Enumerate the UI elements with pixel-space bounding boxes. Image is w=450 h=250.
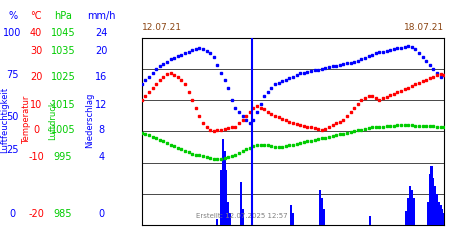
Text: Temperatur: Temperatur: [22, 96, 31, 144]
Text: 0: 0: [98, 209, 104, 219]
Text: 12.07.21: 12.07.21: [142, 23, 182, 32]
Bar: [240, 182, 242, 225]
Bar: [220, 170, 222, 225]
Text: 20: 20: [95, 46, 108, 56]
Text: %: %: [8, 11, 17, 21]
Bar: [292, 213, 294, 225]
Text: 40: 40: [30, 28, 42, 38]
Text: 1005: 1005: [51, 125, 75, 135]
Bar: [227, 202, 229, 225]
Bar: [434, 186, 436, 225]
Text: -10: -10: [28, 152, 44, 162]
Text: 8: 8: [98, 125, 104, 135]
Bar: [441, 210, 443, 225]
Bar: [224, 151, 225, 225]
Bar: [290, 206, 292, 225]
Text: Niederschlag: Niederschlag: [86, 92, 94, 148]
Bar: [436, 194, 438, 225]
Bar: [438, 202, 440, 225]
Bar: [216, 219, 218, 225]
Bar: [319, 190, 321, 225]
Text: -20: -20: [28, 209, 44, 219]
Text: Luftdruck: Luftdruck: [49, 100, 58, 140]
Text: 10: 10: [30, 100, 42, 110]
Bar: [443, 213, 445, 225]
Text: 0: 0: [9, 209, 16, 219]
Bar: [369, 216, 371, 225]
Text: 985: 985: [54, 209, 72, 219]
Text: 0: 0: [33, 125, 39, 135]
Text: 30: 30: [30, 46, 42, 56]
Bar: [429, 174, 431, 225]
Text: 25: 25: [6, 145, 19, 155]
Bar: [440, 206, 441, 225]
Bar: [432, 178, 434, 225]
Text: °C: °C: [30, 11, 42, 21]
Text: hPa: hPa: [54, 11, 72, 21]
Text: 75: 75: [6, 70, 19, 80]
Text: 24: 24: [95, 28, 108, 38]
Text: 995: 995: [54, 152, 72, 162]
Bar: [225, 170, 227, 225]
Bar: [427, 202, 429, 225]
Text: 1035: 1035: [51, 46, 75, 56]
Bar: [407, 198, 409, 225]
Text: Luftfeuchtigkeit: Luftfeuchtigkeit: [0, 87, 9, 153]
Bar: [242, 210, 243, 225]
Text: 18.07.21: 18.07.21: [404, 23, 444, 32]
Bar: [229, 213, 231, 225]
Text: 12: 12: [95, 100, 108, 110]
Text: 4: 4: [98, 152, 104, 162]
Text: mm/h: mm/h: [87, 11, 116, 21]
Bar: [411, 190, 413, 225]
Bar: [431, 166, 432, 225]
Bar: [321, 198, 323, 225]
Bar: [413, 198, 414, 225]
Bar: [409, 186, 411, 225]
Bar: [222, 139, 224, 225]
Bar: [323, 210, 324, 225]
Text: 20: 20: [30, 72, 42, 83]
Text: Erstellt: 12.07.2025 12:57: Erstellt: 12.07.2025 12:57: [196, 214, 288, 220]
Text: 100: 100: [4, 28, 22, 38]
Text: 1045: 1045: [51, 28, 75, 38]
Text: 16: 16: [95, 72, 108, 83]
Bar: [405, 211, 407, 225]
Text: 50: 50: [6, 112, 19, 122]
Text: 1015: 1015: [51, 100, 75, 110]
Text: 1025: 1025: [51, 72, 76, 83]
